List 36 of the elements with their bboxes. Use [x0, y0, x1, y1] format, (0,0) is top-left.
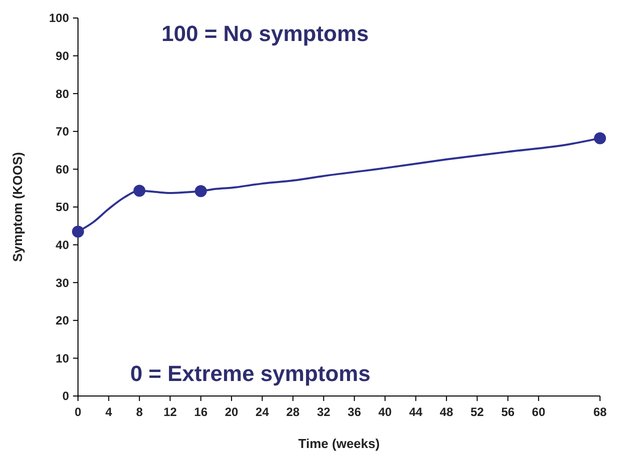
- point: [594, 132, 606, 144]
- x-tick-label: 60: [532, 405, 546, 419]
- x-tick-label: 12: [163, 405, 178, 419]
- x-tick-label: 32: [316, 405, 331, 419]
- y-tick-label: 100: [48, 11, 70, 26]
- y-tick-label: 20: [56, 314, 70, 328]
- x-tick-label: 52: [470, 405, 484, 419]
- y-axis-title: Symptom (KOOS): [10, 152, 25, 262]
- x-tick-label: 0: [74, 405, 82, 419]
- x-tick-label: 4: [105, 405, 112, 419]
- point: [133, 184, 146, 197]
- x-tick-label: 16: [194, 405, 208, 419]
- x-tick-label: 28: [286, 405, 300, 419]
- x-tick-label: 36: [348, 405, 362, 419]
- y-tick-label: 80: [56, 86, 70, 101]
- y-tick-label: 30: [56, 276, 70, 290]
- point: [72, 226, 84, 238]
- y-tick-label: 60: [56, 162, 70, 176]
- y-tick-label: 10: [56, 351, 70, 366]
- y-tick-label: 50: [56, 200, 70, 214]
- y-tick-label: 70: [56, 124, 70, 139]
- x-tick-label: 24: [256, 405, 270, 419]
- x-tick-label: 40: [378, 405, 392, 419]
- annotation: 100 = No symptoms: [162, 20, 369, 46]
- y-tick-label: 0: [62, 389, 70, 404]
- x-tick-label: 56: [501, 405, 515, 419]
- x-tick-label: 48: [440, 405, 454, 419]
- x-tick-label: 8: [136, 405, 144, 419]
- x-axis-title: Time (weeks): [298, 436, 380, 451]
- y-tick-label: 90: [56, 49, 70, 63]
- y-tick-label: 40: [56, 238, 70, 252]
- x-tick-label: 68: [593, 405, 607, 419]
- x-tick-label: 20: [224, 405, 239, 419]
- point: [194, 185, 207, 198]
- annotation: 0 = Extreme symptoms: [130, 361, 370, 386]
- x-tick-label: 44: [409, 405, 423, 419]
